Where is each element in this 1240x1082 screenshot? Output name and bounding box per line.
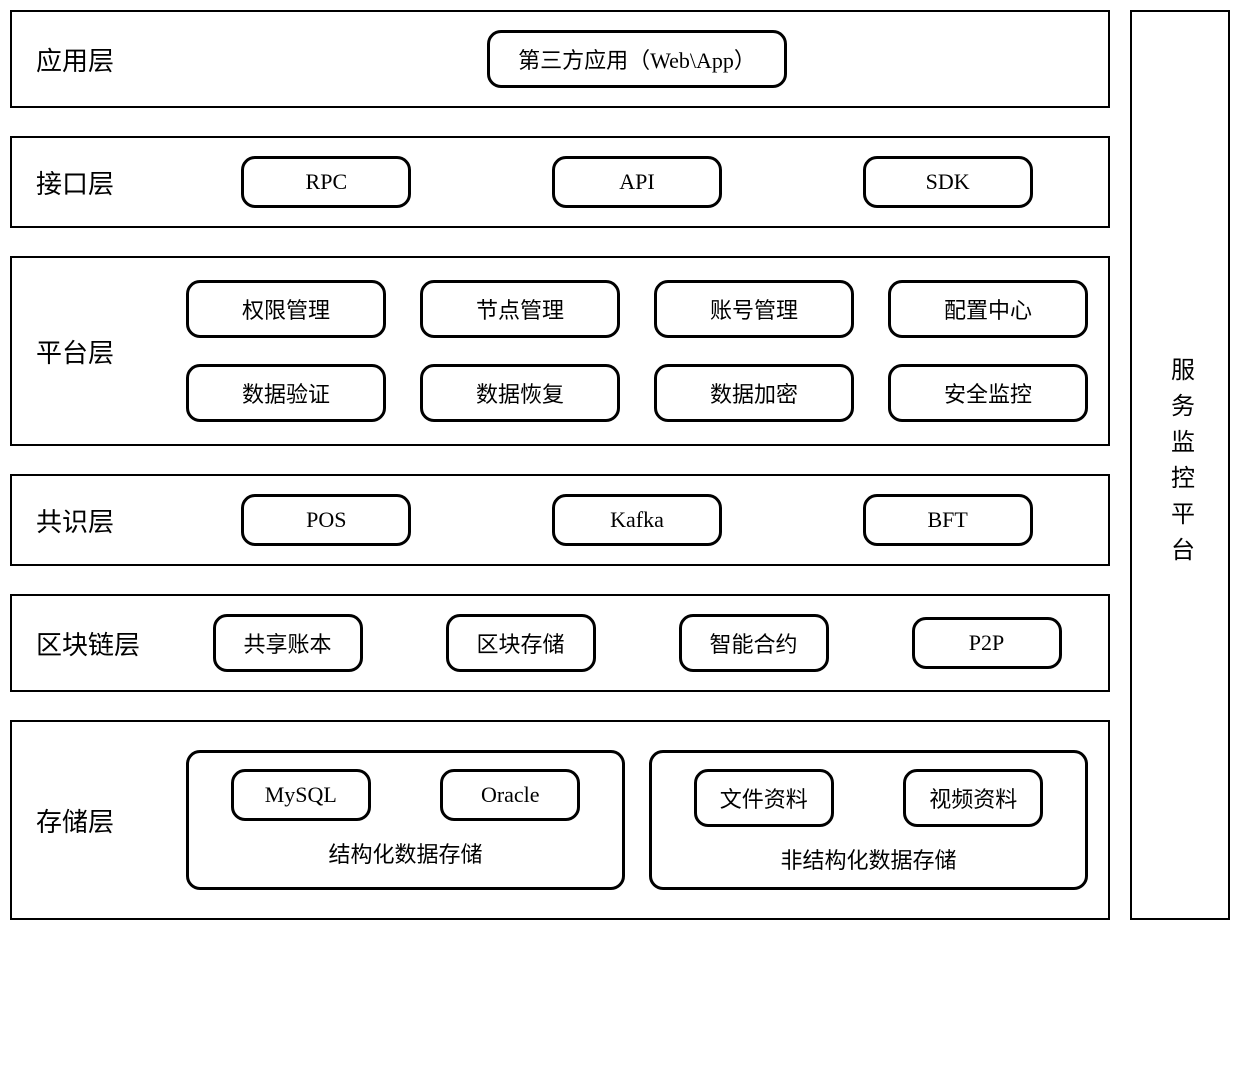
module-box: 共享账本 [213, 614, 363, 672]
layer-content: 共享账本 区块存储 智能合约 P2P [186, 614, 1088, 672]
module-box: 安全监控 [888, 364, 1088, 422]
layer-storage: 存储层 MySQL Oracle 结构化数据存储 文件资料 视频资料非结构化数据存储 [10, 720, 1110, 920]
layer-label: 平台层 [36, 333, 166, 370]
layer-label: 应用层 [36, 41, 166, 78]
module-box: P2P [912, 617, 1062, 669]
layer-label: 存储层 [36, 802, 166, 839]
module-box: BFT [863, 494, 1033, 546]
module-box: 文件资料 [694, 769, 834, 827]
layers-column: 应用层 第三方应用（Web\App） 接口层 RPC API SDK 平台层权限管理节点管理… [10, 10, 1110, 920]
module-box: SDK [863, 156, 1033, 208]
module-box: 数据验证 [186, 364, 386, 422]
layer-label: 区块链层 [36, 625, 166, 662]
module-box: Kafka [552, 494, 722, 546]
side-panel: 服务监控平台 [1130, 10, 1230, 920]
module-box: Oracle [440, 769, 580, 821]
layer-application: 应用层 第三方应用（Web\App） [10, 10, 1110, 108]
module-box: 配置中心 [888, 280, 1088, 338]
layer-platform: 平台层权限管理节点管理账号管理配置中心数据验证数据恢复数据加密安全监控 [10, 256, 1110, 446]
module-box: 智能合约 [679, 614, 829, 672]
layer-content: 第三方应用（Web\App） [186, 30, 1088, 88]
module-box: POS [241, 494, 411, 546]
layer-label: 接口层 [36, 164, 166, 201]
storage-group-items: MySQL Oracle [207, 769, 604, 821]
layer-blockchain: 区块链层 共享账本 区块存储 智能合约 P2P [10, 594, 1110, 692]
layer-label: 共识层 [36, 502, 166, 539]
module-box: 节点管理 [420, 280, 620, 338]
layer-content: POS Kafka BFT [186, 494, 1088, 546]
storage-group-label: 非结构化数据存储 [780, 843, 956, 875]
storage-group: MySQL Oracle 结构化数据存储 [186, 750, 625, 890]
module-box: API [552, 156, 722, 208]
module-box: 权限管理 [186, 280, 386, 338]
module-box: 第三方应用（Web\App） [487, 30, 787, 88]
side-panel-label: 服务监控平台 [1163, 357, 1198, 573]
module-box: 视频资料 [903, 769, 1043, 827]
layer-grid: 权限管理节点管理账号管理配置中心数据验证数据恢复数据加密安全监控 [186, 280, 1088, 422]
architecture-diagram: 应用层 第三方应用（Web\App） 接口层 RPC API SDK 平台层权限管理节点管理… [10, 10, 1230, 920]
layer-consensus: 共识层 POS Kafka BFT [10, 474, 1110, 566]
module-box: MySQL [231, 769, 371, 821]
layer-interface: 接口层 RPC API SDK [10, 136, 1110, 228]
module-box: RPC [241, 156, 411, 208]
storage-group: 文件资料 视频资料非结构化数据存储 [649, 750, 1088, 890]
storage-group-items: 文件资料 视频资料 [670, 769, 1067, 827]
storage-group-label: 结构化数据存储 [328, 837, 482, 869]
module-box: 区块存储 [446, 614, 596, 672]
storage-groups: MySQL Oracle 结构化数据存储 文件资料 视频资料非结构化数据存储 [186, 750, 1088, 890]
module-box: 数据恢复 [420, 364, 620, 422]
layer-content: RPC API SDK [186, 156, 1088, 208]
module-box: 账号管理 [654, 280, 854, 338]
module-box: 数据加密 [654, 364, 854, 422]
